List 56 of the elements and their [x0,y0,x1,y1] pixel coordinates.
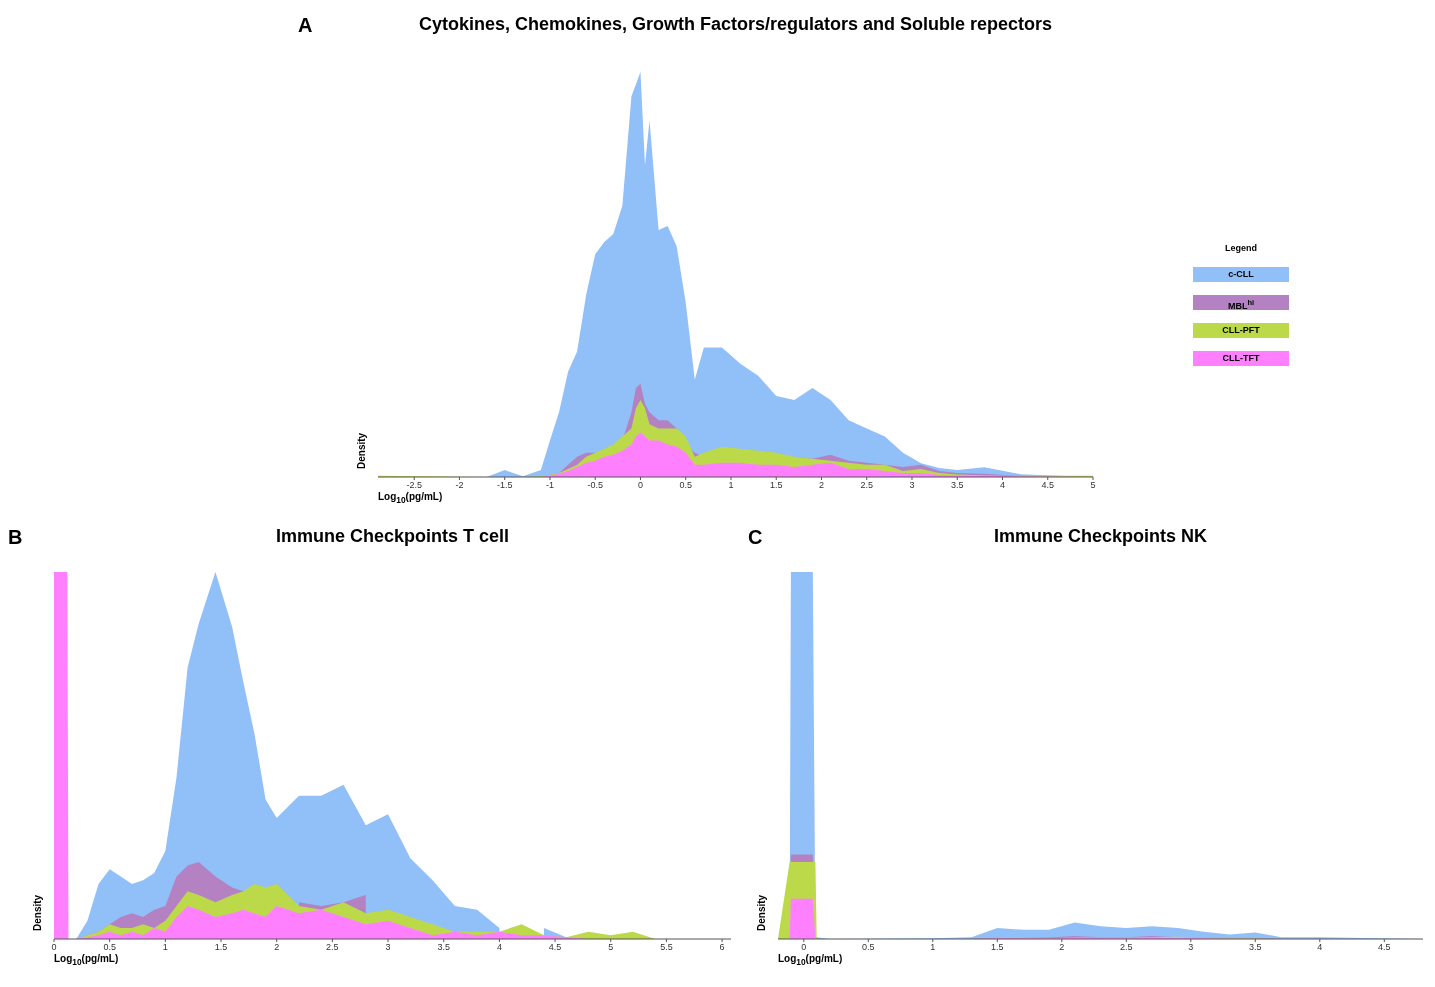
chart-title: Immune Checkpoints NK [993,526,1208,546]
x-tick-label: 4.5 [1378,942,1391,953]
x-tick-label: 0 [51,942,57,953]
x-tick-label: 5.5 [660,942,673,953]
x-tick-label: 0.5 [103,942,116,953]
x-tick-label: 4.5 [548,942,562,953]
x-tick-label: 6 [719,942,725,953]
x-tick-label: 2 [1059,942,1065,953]
chart-title: Immune Checkpoints T cell [275,526,510,546]
x-tick-label: -1 [545,480,554,491]
x-tick-label: 0.5 [679,480,692,491]
x-tick-label: 2.5 [326,942,339,953]
x-tick-label: 1 [728,480,734,491]
legend-title: Legend [1224,243,1257,253]
x-axis-title: Log$_{10}$(pg/mL) [54,953,119,967]
text: c-CLL [1228,269,1254,279]
x-tick-label: 0 [637,480,643,491]
x-axis-title: Log$_{10}$(pg/mL) [378,491,443,505]
x-tick-label: 5 [608,942,614,953]
x-tick-label: 3.5 [437,942,450,953]
text: C [748,526,763,549]
x-tick-label: 4 [1317,942,1323,953]
x-tick-label: 3 [909,480,915,491]
x-tick-label: 4 [999,480,1005,491]
x-tick-label: 5 [1090,480,1096,491]
x-tick-label: -1.5 [496,480,513,491]
x-tick-label: -2.5 [406,480,422,491]
x-tick-label: -2 [455,480,464,491]
text: A [298,14,313,37]
x-axis-title: Log$_{10}$(pg/mL) [778,953,843,967]
x-tick-label: 2 [274,942,280,953]
x-tick-label: 0 [801,942,807,953]
x-tick-label: 3.5 [950,480,964,491]
text: B [8,526,23,549]
chart-title: Cytokines, Chemokines, Growth Factors/regulators and Soluble repectors [418,14,1053,34]
x-tick-label: 0.5 [862,942,875,953]
x-tick-label: 1 [162,942,168,953]
x-tick-label: 2.5 [860,480,873,491]
x-tick-label: 4.5 [1041,480,1054,491]
text: CLL-TFT [1222,353,1260,363]
x-tick-label: 4 [496,942,502,953]
x-tick-label: 1.5 [769,480,783,491]
text: CLL-PFT [1222,325,1260,335]
y-axis-title: Density [356,432,367,469]
x-tick-label: 2.5 [1120,942,1133,953]
y-axis-title: Density [756,894,767,931]
y-axis-title: Density [32,894,43,931]
x-tick-label: 3 [1188,942,1194,953]
x-tick-label: 1 [930,942,936,953]
x-tick-label: 1.5 [991,942,1004,953]
x-tick-label: 3.5 [1249,942,1262,953]
x-tick-label: 3 [385,942,391,953]
x-tick-label: 2 [818,480,824,491]
x-tick-label: 1.5 [214,942,228,953]
text: MBL$^{hi}$ [1227,298,1255,311]
x-tick-label: -0.5 [587,480,603,491]
